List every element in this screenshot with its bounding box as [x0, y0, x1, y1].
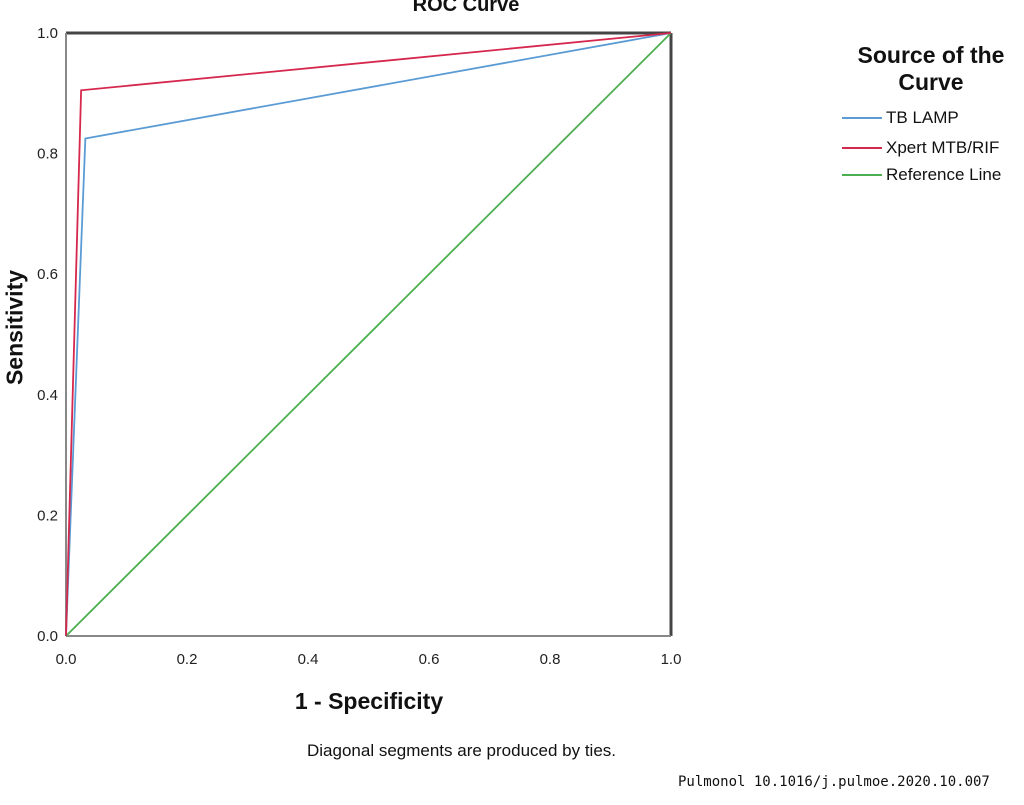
- y-tick-label: 0.6: [37, 266, 58, 283]
- y-tick-label: 0.4: [37, 387, 58, 404]
- legend-label: Reference Line: [886, 165, 1002, 184]
- legend-swatch: [842, 174, 882, 176]
- x-tick-label: 0.2: [177, 651, 198, 668]
- y-axis-label: Sensitivity: [1, 269, 28, 386]
- legend-item-xpert: Xpert MTB/RIF: [842, 137, 999, 159]
- x-tick-label: 0.0: [56, 651, 77, 668]
- legend-label: TB LAMP: [886, 108, 959, 127]
- legend-item-reference: Reference Line: [842, 164, 1001, 186]
- y-tick-label: 0.0: [37, 628, 58, 645]
- chart-title: ROC Curve: [412, 0, 520, 16]
- legend-swatch: [842, 147, 882, 149]
- legend-label: Xpert MTB/RIF: [886, 138, 1000, 157]
- legend-item-tb-lamp: TB LAMP: [842, 107, 959, 129]
- credit: Pulmonol 10.1016/j.pulmoe.2020.10.007: [678, 774, 990, 790]
- legend-swatch: [842, 117, 882, 119]
- series-line-tb-lamp: [65, 32, 672, 637]
- x-tick-label: 0.6: [419, 651, 440, 668]
- x-tick-label: 0.4: [298, 651, 319, 668]
- series-line-xpert-mtb-rif: [65, 32, 672, 637]
- x-axis-label: 1 - Specificity: [294, 688, 444, 714]
- x-tick-label: 0.8: [540, 651, 561, 668]
- legend-title: Source of the Curve: [857, 42, 1005, 95]
- x-tick-label: 1.0: [661, 651, 682, 668]
- footnote: Diagonal segments are produced by ties.: [307, 741, 617, 760]
- y-tick-label: 0.2: [37, 507, 58, 524]
- series-line-reference-line: [65, 32, 672, 637]
- y-tick-label: 1.0: [37, 25, 58, 42]
- y-tick-label: 0.8: [37, 146, 58, 163]
